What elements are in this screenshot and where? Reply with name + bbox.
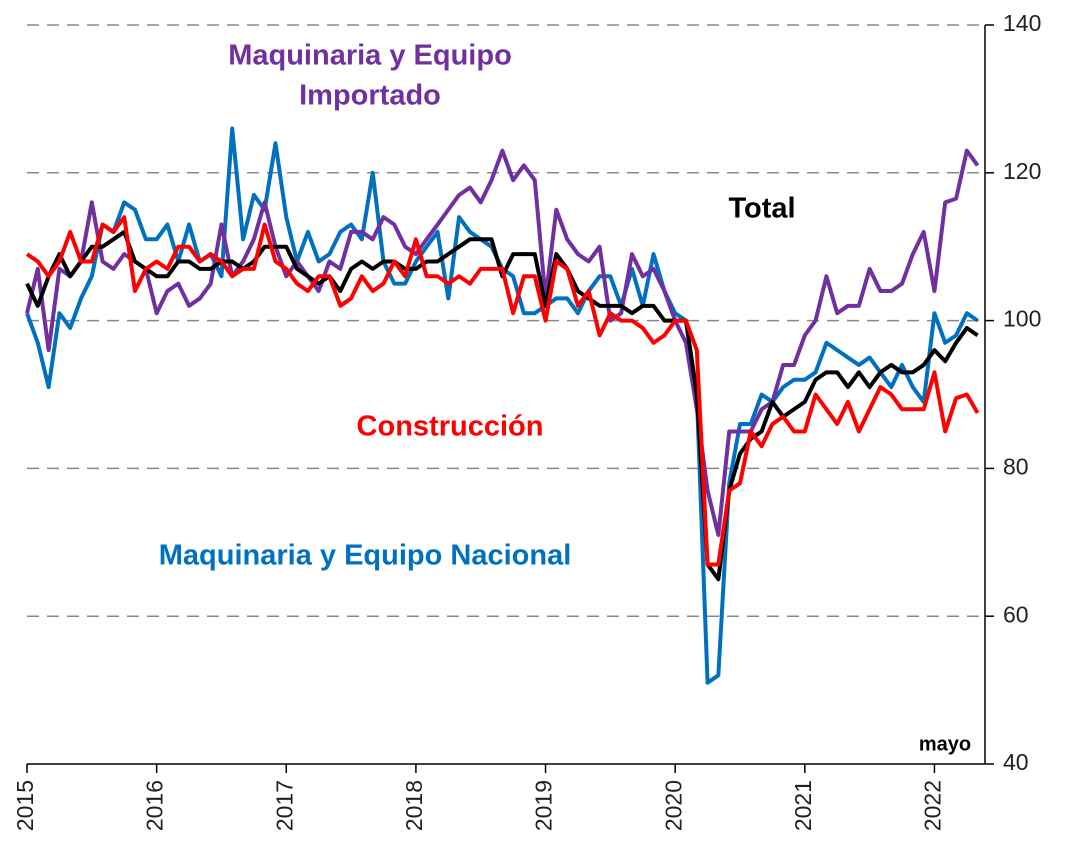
y-tick-label: 60	[1003, 601, 1029, 627]
x-tick-label: 2016	[142, 780, 168, 831]
series-line	[25, 215, 980, 567]
series-line	[25, 148, 980, 537]
x-tick-label: 2020	[660, 780, 686, 831]
x-tick-label: 2022	[920, 780, 946, 831]
annotation: Construcción	[357, 411, 544, 443]
y-tick-label: 140	[1003, 10, 1041, 36]
y-tick-label: 120	[1003, 158, 1041, 184]
annotation: Importado	[299, 80, 441, 112]
x-tick-label: 2018	[401, 780, 427, 831]
annotation: Total	[728, 193, 795, 225]
y-tick-label: 40	[1003, 749, 1029, 775]
x-tick-label: 2021	[790, 780, 816, 831]
series-line	[25, 126, 979, 685]
annotation: mayo	[919, 733, 971, 755]
x-tick-label: 2017	[271, 780, 297, 831]
y-tick-label: 80	[1003, 453, 1029, 479]
x-tick-label: 2015	[12, 780, 38, 831]
annotation: Maquinaria y Equipo Nacional	[159, 540, 572, 572]
x-tick-label: 2019	[531, 780, 557, 831]
series-line	[25, 229, 979, 582]
annotation: Maquinaria y Equipo	[228, 40, 512, 72]
y-tick-label: 100	[1003, 306, 1041, 332]
